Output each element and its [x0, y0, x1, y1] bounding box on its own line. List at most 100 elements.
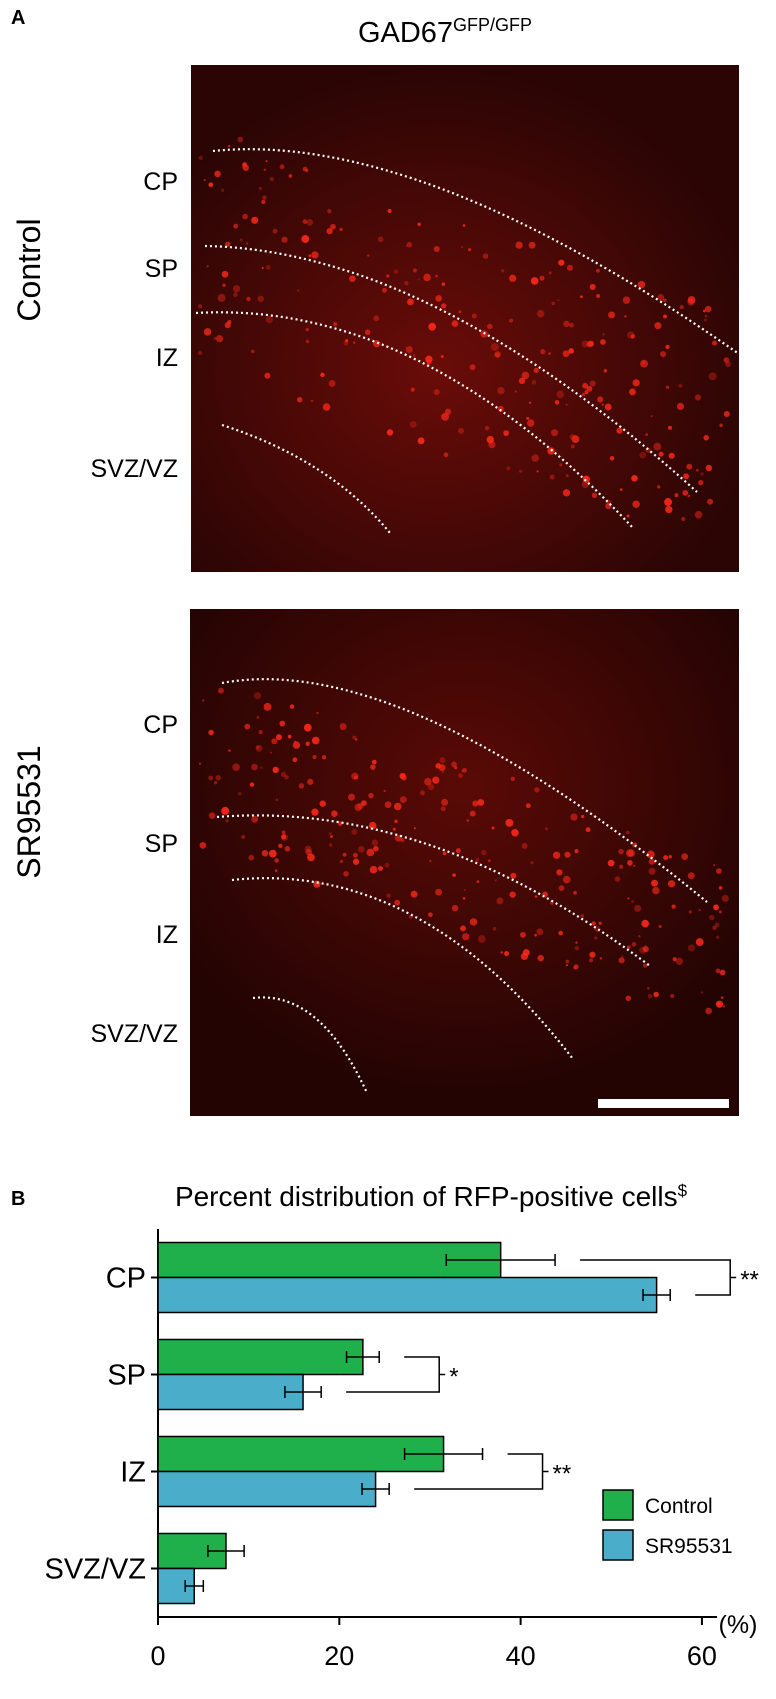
cell	[700, 991, 704, 994]
cell	[418, 278, 421, 281]
cell	[368, 792, 374, 799]
cell	[260, 766, 263, 769]
cell	[331, 810, 338, 817]
cell	[534, 933, 537, 937]
cell	[571, 435, 580, 443]
cell	[672, 957, 677, 962]
cell	[562, 489, 571, 497]
cell	[417, 437, 425, 445]
cell	[292, 757, 298, 763]
cell	[208, 729, 214, 736]
cell	[503, 430, 509, 436]
cell	[602, 333, 605, 336]
x-axis-label: (%)	[719, 1611, 758, 1639]
cell	[262, 195, 267, 201]
cell	[320, 372, 325, 378]
cell	[505, 818, 514, 827]
cell	[687, 944, 696, 952]
cell	[454, 766, 458, 770]
cell	[482, 253, 489, 259]
cell	[529, 401, 532, 404]
cell	[394, 899, 401, 906]
cell	[274, 858, 279, 863]
cell	[630, 334, 636, 339]
cell	[668, 855, 672, 859]
boundary	[204, 244, 698, 493]
cell	[441, 412, 450, 421]
cell	[490, 343, 499, 352]
cell	[713, 904, 719, 911]
cell	[715, 968, 721, 974]
cell	[627, 860, 633, 866]
cell	[221, 270, 229, 278]
cell	[265, 315, 273, 324]
cell	[608, 311, 615, 319]
x-tick-label: 20	[324, 1641, 354, 1671]
cell	[462, 896, 466, 900]
cell	[678, 383, 683, 388]
y-tick-label: IZ	[120, 1457, 146, 1489]
cell	[364, 329, 371, 335]
micrograph	[191, 65, 739, 572]
cell	[419, 790, 425, 796]
cell	[279, 164, 285, 170]
cell	[631, 941, 637, 947]
cell	[322, 403, 331, 411]
cell	[383, 789, 386, 793]
cell	[665, 385, 670, 389]
cell	[632, 500, 640, 508]
cell	[311, 736, 320, 745]
cell	[496, 897, 504, 905]
cell	[257, 295, 264, 303]
cell	[251, 216, 259, 224]
cell	[281, 834, 289, 842]
region-label: CP	[143, 711, 178, 739]
boundary	[221, 678, 708, 903]
cell	[305, 848, 313, 856]
cell	[477, 935, 486, 943]
cell	[213, 336, 217, 340]
cell	[368, 821, 377, 830]
error-bar	[345, 1351, 380, 1363]
cell	[358, 846, 365, 853]
cell	[233, 223, 239, 229]
significance-label: **	[740, 1267, 759, 1294]
cell	[381, 287, 387, 293]
legend-swatch	[602, 1529, 634, 1561]
cell	[263, 702, 272, 711]
cell	[438, 764, 446, 772]
title-sup: $	[678, 1181, 688, 1200]
cell	[497, 386, 505, 395]
cell	[591, 921, 596, 926]
cell	[486, 435, 495, 444]
cell	[650, 415, 653, 418]
cell	[528, 241, 536, 249]
cell	[559, 463, 563, 467]
cell	[531, 380, 537, 385]
cell	[222, 283, 226, 287]
error-bar	[284, 1386, 322, 1398]
cell	[284, 774, 289, 780]
cell	[581, 814, 585, 819]
cell	[591, 492, 598, 499]
cell	[354, 803, 363, 812]
cell	[536, 470, 539, 473]
cell	[342, 852, 347, 857]
cell	[719, 423, 723, 428]
cell	[469, 918, 478, 926]
cell	[525, 803, 531, 809]
cell	[373, 845, 379, 852]
cell	[405, 244, 408, 247]
cell	[410, 387, 415, 392]
cell	[618, 848, 624, 855]
cell	[714, 922, 720, 928]
cell	[339, 723, 347, 731]
panel-title: GAD67GFP/GFP	[358, 15, 532, 49]
cell	[703, 318, 708, 322]
cell	[589, 283, 596, 290]
cell	[475, 858, 480, 862]
cell	[646, 850, 655, 859]
cell	[232, 285, 241, 293]
cell	[627, 331, 635, 339]
cell	[587, 340, 595, 347]
